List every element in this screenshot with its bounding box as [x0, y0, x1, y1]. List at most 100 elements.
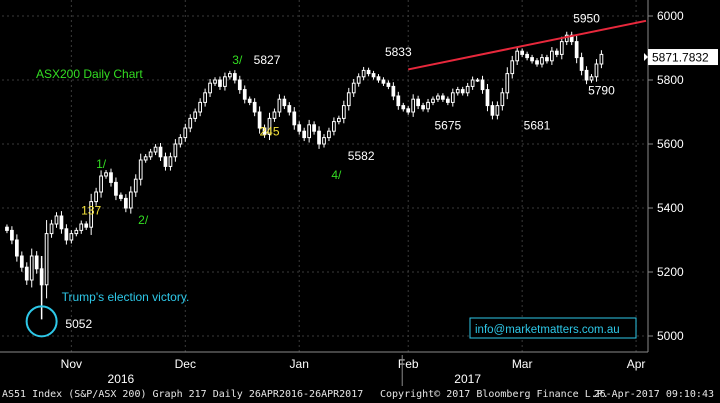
candle-body — [114, 181, 118, 196]
candle-body — [599, 53, 604, 65]
price-chart: Trump's election victory. 3/5827 5833 5950 5… — [0, 0, 720, 386]
candle-body — [441, 95, 445, 100]
x-axis: Nov Dec Jan Feb Mar Apr 2016 2017 — [61, 355, 646, 386]
candle-body — [104, 172, 108, 177]
wave-label: 137 — [81, 203, 101, 217]
wave-label: 4/ — [331, 168, 342, 182]
candle-body — [133, 178, 138, 193]
candle-body — [391, 85, 396, 97]
election-label: Trump's election victory. — [62, 290, 190, 304]
x-month-label: Dec — [175, 357, 196, 371]
candle-body — [495, 105, 500, 116]
candle-body — [128, 191, 133, 209]
y-tick-label: 6000 — [657, 9, 684, 23]
y-tick-label: 5800 — [657, 73, 684, 87]
candle-body — [123, 197, 128, 209]
annotations: Trump's election victory. 3/5827 5833 5950 5… — [25, 11, 615, 338]
candle-body — [361, 69, 366, 78]
y-tick-label: 5200 — [657, 265, 684, 279]
x-month-label: Mar — [512, 357, 533, 371]
candle-body — [143, 156, 148, 161]
candle-body — [272, 111, 277, 119]
candle-body — [406, 108, 411, 113]
candle-body — [94, 191, 98, 203]
candle-body — [188, 117, 193, 129]
candle-body — [312, 124, 316, 132]
candle-body — [153, 146, 158, 153]
wave-label: 245 — [259, 124, 279, 138]
candle-body — [421, 105, 425, 110]
candle-body — [99, 175, 103, 193]
y-axis: 5000 5200 5400 5600 5800 6000 5871.7832 — [644, 9, 718, 343]
x-month-label: Feb — [398, 357, 419, 371]
candle-body — [376, 76, 381, 81]
candle-body — [14, 239, 19, 257]
candle-body — [381, 79, 386, 84]
footer-index-info: AS51 Index (S&P/ASX 200) Graph 217 Daily… — [2, 389, 364, 400]
x-month-label: Apr — [627, 357, 646, 371]
candle-body — [589, 76, 594, 81]
price-level-label: 5827 — [254, 53, 281, 67]
candle-body — [59, 215, 64, 230]
candle-body — [257, 111, 262, 129]
candle-body — [302, 130, 307, 139]
y-tick-label: 5000 — [657, 329, 684, 343]
candle-body — [327, 130, 331, 139]
resistance-trendline — [408, 19, 647, 71]
candle-body — [540, 57, 544, 65]
candle-body — [426, 101, 430, 110]
candle-body — [24, 266, 29, 281]
footer-copyright: Copyright© 2017 Bloomberg Finance L.P. — [380, 389, 609, 400]
candle-body — [485, 89, 490, 107]
candle-body — [520, 50, 525, 55]
candle-body — [436, 95, 440, 100]
candle-body — [148, 151, 153, 158]
candle-body — [317, 130, 321, 145]
footer-timestamp: 26-Apr-2017 09:10:43 — [593, 389, 714, 400]
candle-body — [341, 105, 346, 119]
candle-body — [535, 60, 539, 65]
candle-body — [19, 255, 24, 268]
candle-body — [69, 233, 74, 241]
candle-body — [74, 229, 79, 235]
watermark-text: info@marketmatters.com.au — [475, 324, 620, 336]
candle-body — [322, 137, 326, 145]
candle-body — [396, 95, 401, 107]
candle-body — [470, 79, 475, 87]
candles — [5, 31, 604, 320]
candle-body — [119, 194, 123, 199]
candle-body — [183, 127, 188, 139]
candle-body — [203, 92, 207, 103]
y-tick-label: 5600 — [657, 137, 684, 151]
candle-body — [277, 98, 282, 113]
candle-body — [252, 101, 257, 113]
candle-body — [431, 98, 435, 103]
candle-body — [401, 105, 406, 110]
candle-body — [455, 89, 460, 94]
candle-body — [89, 201, 94, 228]
candle-body — [54, 215, 59, 225]
candle-body — [292, 111, 297, 126]
candle-body — [34, 255, 39, 270]
candle-body — [594, 63, 599, 78]
candle-body — [163, 156, 168, 167]
candle-body — [332, 121, 336, 132]
candle-body — [158, 146, 163, 158]
candle-body — [79, 223, 84, 231]
candle-body — [109, 172, 113, 183]
wave-label: 1/ — [96, 157, 107, 171]
candle-body — [64, 228, 69, 241]
price-level-label: 5833 — [385, 45, 412, 59]
candle-body — [559, 41, 564, 55]
candle-body — [445, 98, 450, 103]
candle-body — [247, 98, 252, 103]
candle-body — [228, 73, 232, 78]
candle-body — [386, 82, 391, 87]
candle-body — [237, 79, 242, 91]
x-year-label: 2017 — [454, 372, 481, 386]
price-level-label: 5052 — [65, 317, 92, 331]
y-tick-label: 5400 — [657, 201, 684, 215]
candle-body — [84, 223, 89, 228]
candle-body — [242, 89, 247, 100]
